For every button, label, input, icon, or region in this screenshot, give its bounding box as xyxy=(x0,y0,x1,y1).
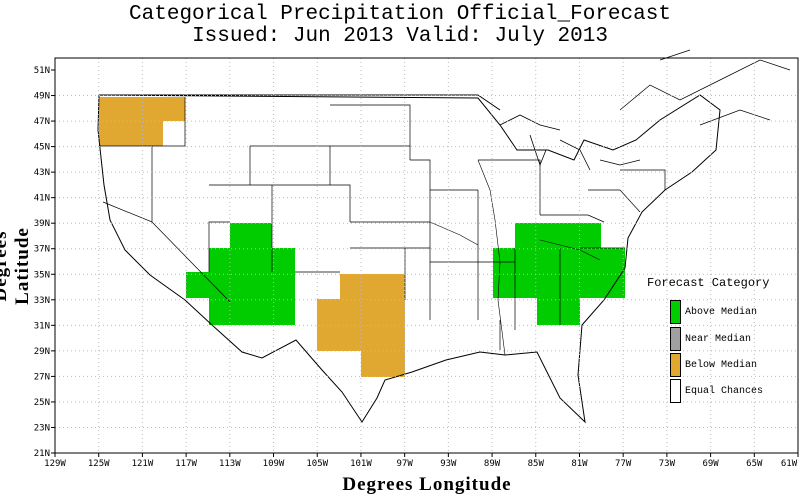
y-tick-label: 27N xyxy=(34,372,50,382)
x-tick-label: 121W xyxy=(132,459,154,469)
y-tick-label: 45N xyxy=(34,143,50,153)
x-tick-label: 101W xyxy=(350,459,372,469)
y-tick-label: 31N xyxy=(34,321,50,331)
y-tick-label: 35N xyxy=(34,270,50,280)
x-tick-label: 93W xyxy=(440,459,457,469)
x-axis-ticks: 129W 125W 121W 117W 113W 109W 105W 101W 97W 93W 89… xyxy=(44,453,799,469)
legend-swatch xyxy=(670,353,681,377)
x-tick-label: 85W xyxy=(528,459,545,469)
x-tick-label: 89W xyxy=(484,459,501,469)
y-axis-label: Degrees Latitude xyxy=(0,227,33,305)
y-tick-label: 37N xyxy=(34,245,50,255)
coastline-canada xyxy=(619,49,791,126)
y-tick-label: 43N xyxy=(34,168,50,178)
y-tick-label: 23N xyxy=(34,423,50,433)
y-tick-label: 51N xyxy=(34,66,50,76)
y-tick-label: 41N xyxy=(34,194,50,204)
great-lakes xyxy=(499,114,641,171)
y-tick-label: 29N xyxy=(34,347,50,357)
legend-label: Equal Chances xyxy=(685,385,764,397)
x-tick-label: 73W xyxy=(659,459,676,469)
legend-label: Near Median xyxy=(685,333,752,345)
legend-swatch xyxy=(670,379,681,403)
x-tick-label: 61W xyxy=(781,459,798,469)
legend-label: Below Median xyxy=(685,359,758,371)
forecast-regions xyxy=(99,97,625,377)
state-boundaries xyxy=(99,97,666,350)
x-tick-label: 129W xyxy=(44,459,66,469)
legend-swatch xyxy=(670,327,681,351)
y-tick-label: 49N xyxy=(34,92,50,102)
below-median-region-northwest xyxy=(99,97,185,146)
x-tick-label: 125W xyxy=(88,459,110,469)
map-outlines xyxy=(97,49,791,424)
x-tick-label: 113W xyxy=(219,459,241,469)
y-tick-label: 39N xyxy=(34,219,50,229)
legend-item-above-median: Above Median xyxy=(670,300,757,324)
map-title-line2: Issued: Jun 2013 Valid: July 2013 xyxy=(192,25,608,48)
x-tick-label: 69W xyxy=(702,459,719,469)
x-tick-label: 77W xyxy=(615,459,632,469)
x-tick-label: 105W xyxy=(306,459,328,469)
legend-item-equal-chances: Equal Chances xyxy=(670,379,763,403)
legend-item-below-median: Below Median xyxy=(670,353,757,377)
legend-label: Above Median xyxy=(685,306,758,318)
y-axis-ticks: 51N 49N 47N 45N 43N 41N 39N 37N 35N 33N 31N 29N 27N 2… xyxy=(34,66,55,459)
legend-item-near-median: Near Median xyxy=(670,327,751,351)
y-tick-label: 47N xyxy=(34,117,50,127)
legend-swatch xyxy=(670,300,681,324)
x-tick-label: 65W xyxy=(746,459,763,469)
x-axis-label: Degrees Longitude xyxy=(342,474,512,495)
x-tick-label: 97W xyxy=(397,459,414,469)
legend-title: Forecast Category xyxy=(647,276,770,290)
map-frame xyxy=(54,57,799,454)
map-title-line1: Categorical Precipitation Official_Forec… xyxy=(129,3,671,26)
canada-border xyxy=(99,94,501,111)
rivers xyxy=(429,159,601,356)
us-outline xyxy=(97,94,721,424)
x-tick-label: 81W xyxy=(571,459,588,469)
x-tick-label: 109W xyxy=(263,459,285,469)
y-tick-label: 21N xyxy=(34,449,50,459)
y-tick-label: 33N xyxy=(34,296,50,306)
y-tick-label: 25N xyxy=(34,398,50,408)
x-tick-label: 117W xyxy=(175,459,197,469)
